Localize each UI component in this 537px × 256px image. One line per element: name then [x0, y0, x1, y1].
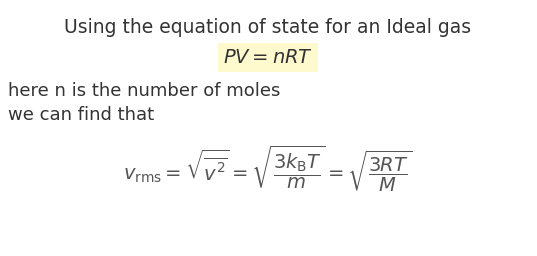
Text: here n is the number of moles: here n is the number of moles [8, 82, 280, 100]
Text: Using the equation of state for an Ideal gas: Using the equation of state for an Ideal… [64, 18, 471, 37]
Text: we can find that: we can find that [8, 106, 154, 124]
Text: $v_{\mathrm{rms}} = \sqrt{\overline{v^2}} = \sqrt{\dfrac{3k_{\mathrm{B}}T}{m}} =: $v_{\mathrm{rms}} = \sqrt{\overline{v^2}… [124, 144, 412, 194]
Text: $PV = nRT$: $PV = nRT$ [223, 48, 313, 67]
